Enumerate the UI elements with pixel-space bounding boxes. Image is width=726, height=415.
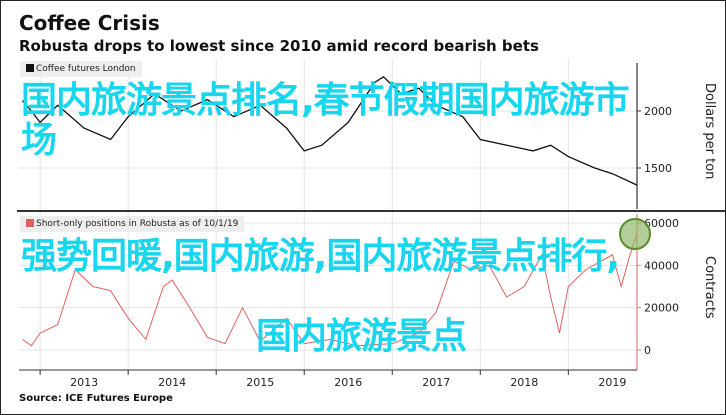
y-axis-label-bottom: Contracts [702,256,717,319]
legend-label: Coffee futures London [36,64,136,74]
chart-subtitle: Robusta drops to lowest since 2010 amid … [19,37,539,55]
highlight-circle [619,218,651,250]
overlay-text-line2: 强势回暖,国内旅游,国内旅游景点排行, [21,236,620,277]
y-tick-label: 60000 [644,217,679,230]
x-tick-label: 2016 [334,376,362,389]
overlay-text-line3: 国内旅游景点 [256,316,467,357]
legend-label: Short-only positions in Robusta as of 10… [36,219,239,229]
chart-title: Coffee Crisis [19,11,160,35]
x-tick-label: 2015 [246,376,274,389]
legend-swatch [26,219,34,227]
y-tick-label: 1500 [644,162,672,175]
source-note: Source: ICE Futures Europe [19,393,173,404]
series-line-coffee-price [22,75,638,186]
x-tick-label: 2018 [510,376,538,389]
y-tick-label: 20000 [644,302,679,315]
y-tick-label: 0 [644,344,651,357]
y-tick-label: 2000 [644,105,672,118]
x-tick-label: 2013 [70,376,98,389]
y-axis-label-top: Dollars per ton [702,83,717,180]
legend-swatch [26,64,34,72]
x-tick-label: 2014 [158,376,186,389]
overlay-text-line1: 国内旅游景点排名,春节假期国内旅游市场 [21,80,630,161]
y-tick-label: 40000 [644,259,679,272]
legend-shorts: Short-only positions in Robusta as of 10… [20,216,245,232]
legend-coffee: Coffee futures London [20,61,142,77]
x-tick-label: 2019 [598,376,626,389]
series-line-short-positions [22,233,638,347]
x-tick-label: 2017 [422,376,450,389]
